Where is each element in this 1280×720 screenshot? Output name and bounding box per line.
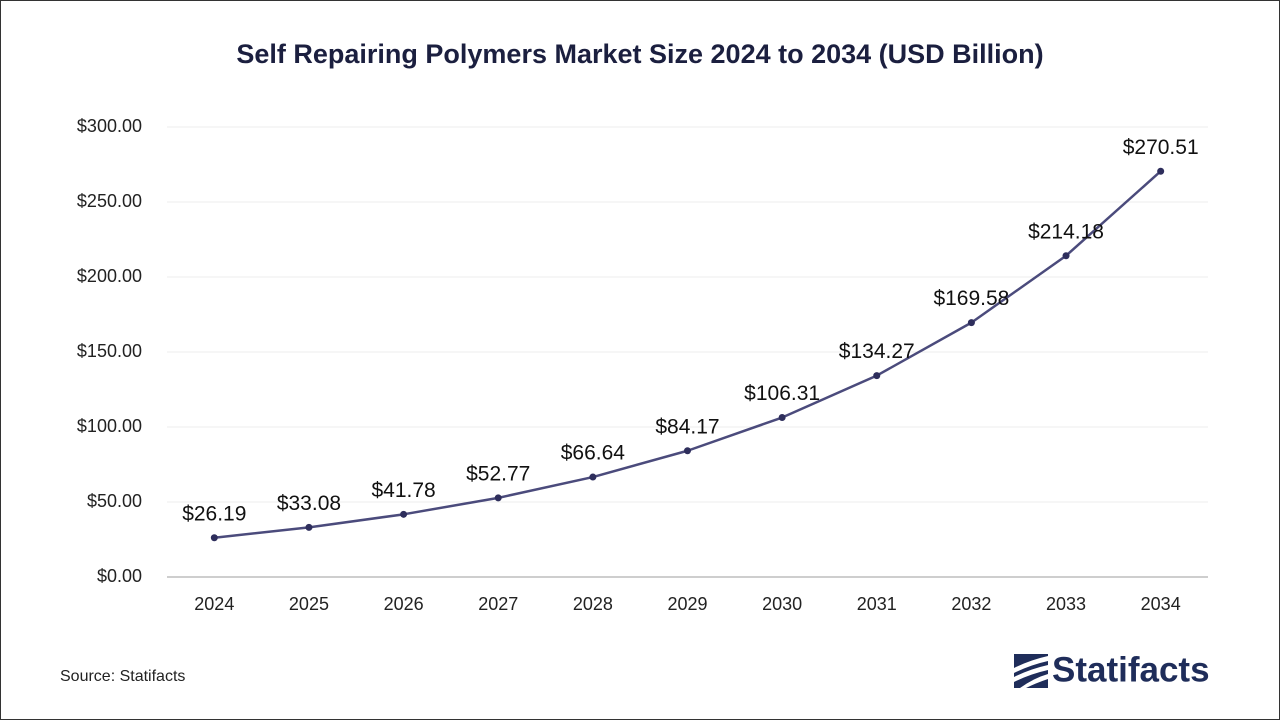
y-tick-label: $100.00 — [77, 416, 142, 436]
data-label: $84.17 — [655, 415, 719, 438]
data-label: $106.31 — [744, 382, 820, 405]
source-note: Source: Statifacts — [60, 668, 185, 685]
x-tick-label: 2025 — [289, 594, 329, 614]
x-tick-label: 2024 — [194, 594, 234, 614]
x-tick-label: 2030 — [762, 594, 802, 614]
data-label: $134.27 — [839, 340, 915, 363]
data-label: $214.18 — [1028, 220, 1104, 243]
x-tick-label: 2033 — [1046, 594, 1086, 614]
point — [1062, 252, 1070, 260]
data-label: $52.77 — [466, 462, 530, 485]
x-tick-label: 2028 — [573, 594, 613, 614]
point — [873, 372, 881, 380]
x-tick-label: 2027 — [478, 594, 518, 614]
y-tick-label: $200.00 — [77, 266, 142, 286]
point — [210, 534, 218, 542]
x-tick-label: 2032 — [951, 594, 991, 614]
point — [967, 319, 975, 327]
data-label: $26.19 — [182, 502, 246, 525]
x-tick-label: 2026 — [384, 594, 424, 614]
x-tick-label: 2034 — [1141, 594, 1181, 614]
data-label: $33.08 — [277, 492, 341, 515]
chart-title: Self Repairing Polymers Market Size 2024… — [236, 39, 1043, 69]
x-tick-label: 2029 — [667, 594, 707, 614]
logo-text: Statifacts — [1052, 650, 1210, 689]
point — [778, 414, 786, 422]
y-tick-label: $300.00 — [77, 116, 142, 136]
y-tick-label: $50.00 — [87, 491, 142, 511]
data-label: $41.78 — [371, 479, 435, 502]
y-tick-label: $0.00 — [97, 566, 142, 586]
logo-icon — [1014, 654, 1048, 688]
data-label: $270.51 — [1123, 136, 1199, 159]
point — [589, 473, 597, 481]
data-label: $66.64 — [561, 442, 626, 465]
data-label: $169.58 — [933, 287, 1009, 310]
point — [494, 494, 502, 502]
y-tick-label: $250.00 — [77, 191, 142, 211]
point — [305, 523, 313, 531]
point — [684, 447, 691, 455]
point — [400, 510, 408, 518]
point — [1157, 167, 1165, 175]
y-tick-label: $150.00 — [77, 341, 142, 361]
x-tick-label: 2031 — [857, 594, 897, 614]
